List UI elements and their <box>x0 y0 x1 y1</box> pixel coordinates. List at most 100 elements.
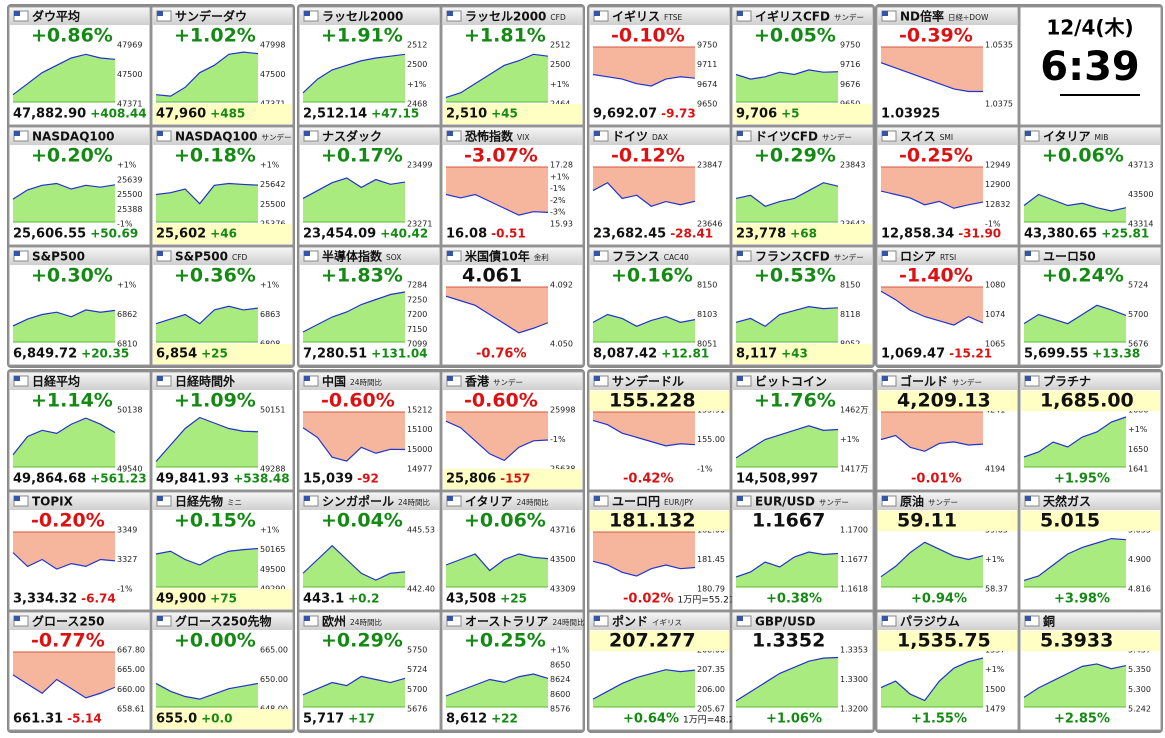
axis-label: 3327 <box>117 555 137 564</box>
flag-stripe <box>1025 131 1031 136</box>
flag-stripe <box>447 496 453 501</box>
tile-name: サンデーダウ <box>175 9 247 24</box>
axis-label: 8150 <box>697 281 717 290</box>
tile-header <box>153 8 292 25</box>
spark-line <box>592 560 696 577</box>
change-pct: +1.83% <box>321 265 403 287</box>
price: 155.228 <box>609 390 696 412</box>
clock-time: 6:39 <box>1040 44 1140 90</box>
price: 1.03925 <box>881 107 940 122</box>
spark-area <box>593 47 695 86</box>
change-pct: -0.10% <box>611 25 685 47</box>
spark-area <box>303 178 405 222</box>
axis-label: 5750 <box>407 646 427 655</box>
change-pct: -0.20% <box>31 510 105 532</box>
flag-stripe <box>157 11 163 16</box>
axis-label: 4.050 <box>550 340 573 349</box>
axis-label: 207.35 <box>697 665 725 674</box>
tile-name: 銅 <box>1042 614 1055 629</box>
price: 16.08 <box>446 227 487 242</box>
change-pct: +1.06% <box>766 712 822 727</box>
axis-label: 2468 <box>407 100 427 109</box>
tile-name: ダウ平均 <box>32 9 80 24</box>
axis-label: 9750 <box>697 41 717 50</box>
axis-label: 25639 <box>117 175 142 184</box>
tile-name: ラッセル2000 <box>322 10 403 24</box>
axis-label: 58.37 <box>985 585 1008 594</box>
change-pct: +0.29% <box>754 145 836 167</box>
price: 25,806 <box>446 472 496 487</box>
price: 25,606.55 <box>13 227 86 242</box>
change-pct: +2.85% <box>1054 712 1110 727</box>
spark-area <box>303 412 405 462</box>
price-bg <box>590 391 729 411</box>
tile-header <box>733 248 872 265</box>
spark-area <box>1024 194 1126 222</box>
axis-label: -1% <box>550 184 566 193</box>
tile <box>441 491 584 611</box>
flag-stripe <box>304 251 310 256</box>
change: +408.44 <box>90 107 146 121</box>
axis-label: 23499 <box>407 161 432 170</box>
price: 443.1 <box>303 592 344 607</box>
axis-label: 7250 <box>407 295 427 304</box>
tile-tag: 24時間比 <box>552 617 585 627</box>
price-bg <box>153 224 292 244</box>
price-bg <box>590 511 729 531</box>
spark-line <box>445 193 549 216</box>
tile <box>298 491 441 611</box>
change-pct: -0.39% <box>899 25 973 47</box>
axis-label: -1% <box>985 220 1001 229</box>
tile-name: パラジウム <box>900 615 960 629</box>
change-pct: +1.02% <box>174 25 256 47</box>
tile-name: グロース250 <box>32 614 104 629</box>
price: 1,069.47 <box>881 347 945 362</box>
change: +0.2 <box>348 592 379 606</box>
change-pct: -0.01% <box>911 472 962 487</box>
flag-stripe <box>737 496 743 501</box>
axis-label: 17.28 <box>550 161 573 170</box>
spark-line <box>302 675 406 696</box>
axis-label: +1% <box>550 646 570 655</box>
tile-name: シンガポール <box>322 494 394 509</box>
tile-header <box>733 8 872 25</box>
change: +43 <box>781 347 808 361</box>
axis-label: 665.00 <box>117 665 145 674</box>
tile-tag: DAX <box>652 133 668 142</box>
change-pct: +0.86% <box>31 25 113 47</box>
flag-stripe <box>14 131 20 136</box>
spark-line <box>12 53 116 96</box>
price: 5.015 <box>1040 510 1100 532</box>
axis-label: 15.93 <box>550 220 573 229</box>
spark-line <box>155 305 259 325</box>
change-pct: -1.40% <box>899 265 973 287</box>
axis-label: 2512 <box>407 41 427 50</box>
axis-label: 8118 <box>840 310 860 319</box>
tile-name: ドイツCFD <box>755 130 818 144</box>
axis-label: 665.00 <box>260 646 288 655</box>
price: 6,854 <box>156 347 197 362</box>
spark-line <box>735 551 839 578</box>
axis-label: +1% <box>117 281 137 290</box>
spark-line <box>155 51 259 97</box>
tile-header <box>590 8 729 25</box>
price: 5,717 <box>303 712 344 727</box>
axis-label: 25998 <box>550 406 575 415</box>
spark-line <box>735 69 839 80</box>
axis-label: 1.3200 <box>840 705 868 714</box>
flag-stripe <box>14 496 20 501</box>
change: +75 <box>210 592 237 606</box>
tile-name: S&P500 <box>32 250 85 264</box>
axis-label: 1.1677 <box>840 555 868 564</box>
spark-area <box>881 542 983 587</box>
spark-line <box>880 290 984 326</box>
tile-name: フランスCFD <box>755 250 830 264</box>
price-bg <box>878 631 1017 651</box>
tile-header <box>590 613 729 630</box>
tile-name: EUR/USD <box>755 495 815 509</box>
spark-area <box>13 418 115 467</box>
axis-label: 12900 <box>985 180 1010 189</box>
tile-tag: サンデー <box>261 132 291 142</box>
tile-name: ドイツ <box>612 130 648 144</box>
tile-name: 米国債10年 <box>465 249 530 264</box>
